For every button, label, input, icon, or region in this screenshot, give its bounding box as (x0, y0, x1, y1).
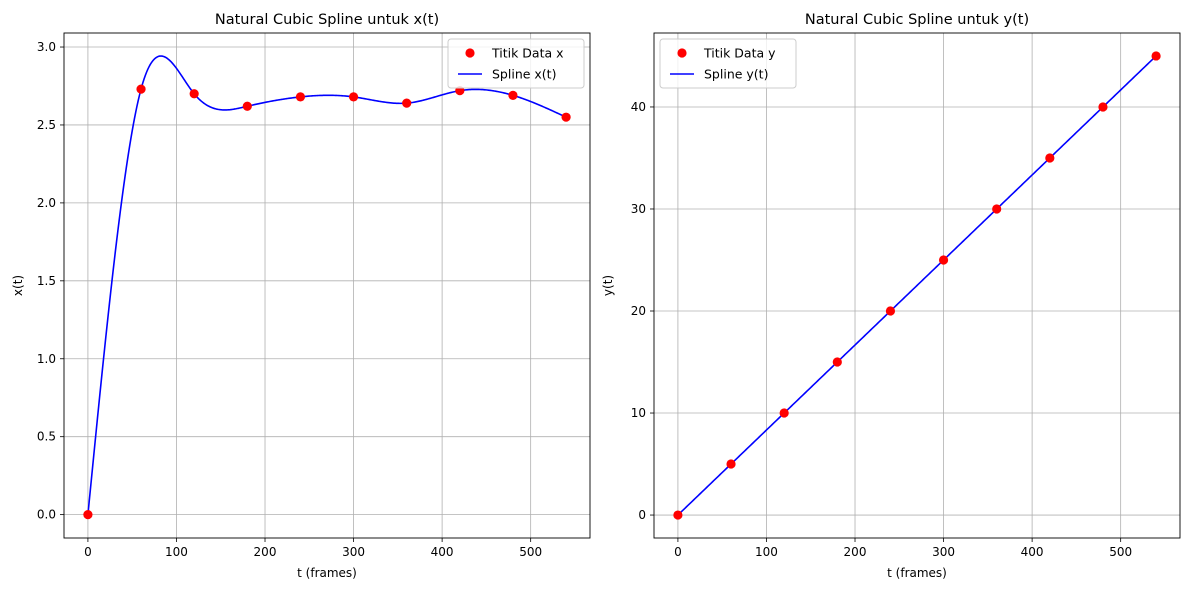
data-point (295, 92, 306, 102)
y-tick-label: 20 (631, 304, 646, 318)
data-point (136, 84, 146, 94)
y-tick-label: 0.0 (37, 508, 56, 522)
x-tick-label: 500 (1109, 545, 1132, 559)
legend-marker (677, 48, 687, 58)
data-point (348, 92, 359, 102)
x-tick-label: 200 (254, 545, 277, 559)
data-point (402, 98, 412, 108)
legend-label: Titik Data y (703, 46, 776, 61)
y-tick-label: 0 (638, 508, 646, 522)
x-tick-label: 0 (84, 545, 92, 559)
y-tick-label: 2.5 (37, 118, 56, 132)
legend-label: Spline y(t) (704, 67, 768, 82)
chart-1: 0 100 200 300 400 500 0.0 0.5 1.0 1.5 2.0 2.5 3.0 Nat… (11, 12, 591, 580)
y-tick-label: 1.5 (37, 274, 56, 288)
data-point (832, 357, 842, 367)
data-point (189, 89, 199, 99)
legend-label: Spline x(t) (492, 67, 556, 82)
y-tick-label: 3.0 (37, 40, 56, 54)
axes-frame (63, 32, 591, 539)
data-point (885, 306, 896, 316)
legend: Titik Data y Spline y(t) (659, 38, 797, 89)
data-point (938, 255, 949, 265)
y-tick-label: 0.5 (37, 430, 56, 444)
legend: Titik Data x Spline x(t) (447, 38, 585, 89)
data-point (561, 112, 571, 122)
legend-marker (465, 48, 475, 58)
x-tick-label: 100 (165, 545, 188, 559)
data-point (779, 408, 789, 418)
x-tick-label: 0 (674, 545, 682, 559)
data-point (1045, 153, 1055, 163)
data-point (673, 510, 683, 520)
chart-2: 0 100 200 300 400 500 0 10 20 30 40 Natural Cubic S… (601, 12, 1181, 580)
x-axis-label: t (frames) (887, 566, 947, 580)
x-tick-label: 300 (342, 545, 365, 559)
legend-label: Titik Data x (491, 46, 564, 61)
data-point (508, 90, 518, 100)
y-tick-label: 1.0 (37, 352, 56, 366)
legend-box (659, 38, 797, 89)
data-point (992, 204, 1002, 214)
data-point (1151, 51, 1161, 61)
data-point (1098, 102, 1108, 112)
x-tick-label: 100 (755, 545, 778, 559)
data-point (83, 510, 93, 520)
y-tick-label: 30 (631, 202, 646, 216)
y-tick-label: 40 (631, 100, 646, 114)
x-tick-label: 300 (932, 545, 955, 559)
x-tick-label: 200 (844, 545, 867, 559)
y-axis-label: x(t) (11, 275, 25, 296)
chart-title: Natural Cubic Spline untuk x(t) (215, 12, 439, 28)
x-tick-label: 500 (519, 545, 542, 559)
spline-line-2 (677, 55, 1157, 516)
axes-frame (653, 32, 1181, 539)
y-tick-label: 10 (631, 406, 646, 420)
y-tick-label: 2.0 (37, 196, 56, 210)
x-tick-label: 400 (1021, 545, 1044, 559)
legend-box (447, 38, 585, 89)
data-point (242, 101, 252, 111)
y-axis-label: y(t) (601, 275, 615, 296)
x-tick-label: 400 (431, 545, 454, 559)
chart-title: Natural Cubic Spline untuk y(t) (805, 12, 1029, 28)
data-point (726, 459, 736, 469)
x-axis-label: t (frames) (297, 566, 357, 580)
spline-line-2 (87, 55, 567, 515)
